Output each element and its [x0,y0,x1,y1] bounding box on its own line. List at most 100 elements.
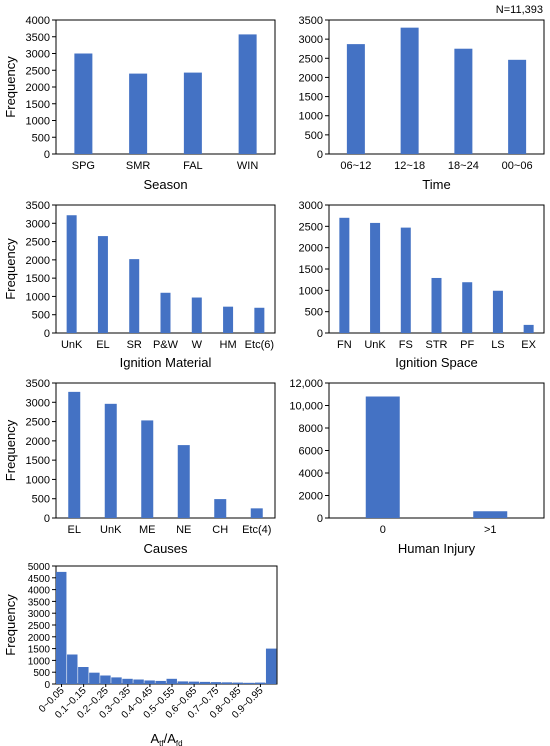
x-tick-label: EX [521,339,536,351]
x-tick-label: UnK [100,524,122,536]
x-axis-label: Time [422,177,450,192]
y-axis-label: Frequency [3,238,18,300]
x-tick-label: UnK [364,339,386,351]
y-tick-label: 1000 [26,474,50,486]
x-tick-label: WIN [237,160,258,172]
y-tick-label: 10,000 [289,401,323,413]
x-tick-label: FN [337,339,352,351]
bar [370,222,381,333]
bar [210,682,222,684]
bar [100,675,111,684]
y-tick-label: 500 [305,307,323,319]
x-tick-label: PF [460,339,474,351]
y-tick-label: 2500 [299,53,323,65]
bar [523,324,534,333]
y-axis-label: Frequency [3,594,18,656]
bar [265,648,277,684]
bar [66,215,77,333]
y-tick-label: 4500 [28,574,51,585]
bar [177,681,188,684]
y-tick-label: 0 [44,149,50,161]
x-tick-label: 00~06 [502,160,533,172]
y-tick-label: 1500 [26,99,50,111]
y-tick-label: 2000 [299,491,323,503]
x-tick-label: EL [68,524,81,536]
bar [144,680,155,684]
y-tick-label: 12,000 [289,378,323,390]
x-axis-label: Season [143,177,187,192]
bar [188,681,200,684]
x-tick-label: FS [399,339,413,351]
x-tick-label: ME [139,524,156,536]
bar [74,53,93,154]
y-tick-label: 2000 [26,82,50,94]
y-tick-label: 5000 [28,562,51,573]
x-tick-label: SR [127,339,142,351]
y-tick-label: 2000 [28,633,51,644]
x-tick-label: LS [491,339,504,351]
x-tick-label: FAL [183,160,203,172]
sample-size-note: N=11,393 [496,4,543,16]
bar [141,420,154,518]
y-tick-label: 8000 [299,423,323,435]
bar [67,654,78,684]
y-tick-label: 1000 [26,116,50,128]
y-axis-label: Frequency [3,419,18,481]
bar [160,292,171,333]
bar [339,217,350,333]
y-tick-label: 2500 [26,65,50,77]
y-tick-label: 3000 [28,609,51,620]
bar [183,72,202,154]
bar [122,678,133,684]
x-tick-label: 18~24 [448,160,479,172]
y-tick-label: 3500 [26,32,50,44]
bar [111,677,122,684]
x-tick-label: CH [212,524,228,536]
y-tick-label: 6000 [299,446,323,458]
bar [232,682,244,684]
y-tick-label: 2000 [26,436,50,448]
x-axis-label-part: /A [164,731,177,746]
bar [166,678,177,684]
chart-season: 0 500 1000 1500 2000 2500 3000 3500 4000 SPG SMR FA… [3,15,276,192]
bar [199,681,211,684]
x-tick-label: NE [176,524,191,536]
y-axis-label: Frequency [3,56,18,118]
bar [129,73,148,154]
bar [473,511,508,518]
y-tick-label: 0 [44,680,50,691]
y-tick-label: 3500 [26,378,50,390]
chart-human-injury: 0 2000 4000 6000 8000 10,000 12,000 0 >1 Human In… [289,378,545,556]
x-tick-label: EL [96,339,109,351]
bar [104,403,117,518]
y-tick-label: 0 [317,328,323,340]
y-tick-label: 1500 [28,645,51,656]
y-tick-label: 2000 [299,72,323,84]
y-tick-label: 3000 [299,34,323,46]
y-tick-label: 500 [305,130,323,142]
x-tick-label: Etc(6) [245,339,274,351]
y-tick-label: 4000 [26,15,50,27]
bar [191,297,202,333]
y-tick-label: 3500 [28,597,51,608]
y-tick-label: 3500 [26,200,50,212]
y-tick-label: 3000 [26,397,50,409]
x-tick-label: 12~18 [394,160,425,172]
x-tick-label: >1 [484,524,497,536]
bar [177,445,190,518]
y-tick-label: 500 [33,668,50,679]
chart-causes: 0 500 1000 1500 2000 2500 3000 3500 EL UnK ME NE CH E… [3,378,276,556]
bar [400,27,419,154]
x-axis-label: Atf/Afd [150,731,182,746]
bar [155,680,166,684]
x-tick-label: SPG [72,160,95,172]
plot-frame [328,19,545,155]
bar [400,227,411,333]
x-axis-label-part: A [150,731,159,746]
bar [243,682,255,684]
bar [365,396,400,518]
bar [454,48,473,154]
x-axis-label: Ignition Material [120,355,212,370]
